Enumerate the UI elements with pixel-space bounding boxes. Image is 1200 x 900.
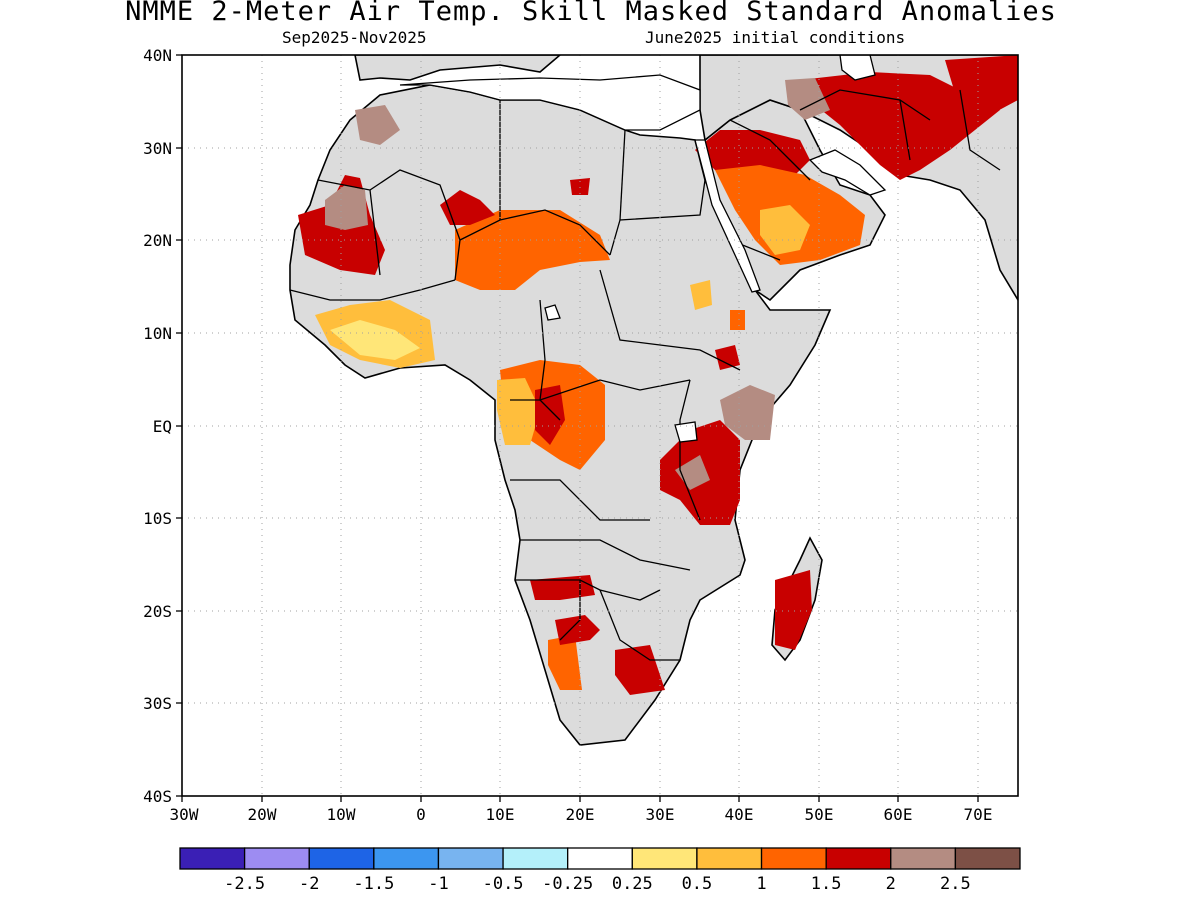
patch-westafrica-lightyellow [330,320,420,360]
europe-landmass [354,55,562,81]
colorbar-label: -2 [299,874,319,894]
patch-madagascar-red [775,570,812,650]
colorbar-swatch [825,847,892,870]
patch-libya-red [570,178,590,195]
colorbar-label: -0.25 [542,874,593,894]
colorbar-swatch [308,847,375,870]
patch-gabon-yellow [497,378,540,445]
lat-label: 20N [143,231,172,250]
initial-conditions: June2025 initial conditions [645,28,906,47]
colorbar-label: 1 [756,874,766,894]
lon-label: 50E [805,805,834,824]
colorbar-label: -0.5 [483,874,524,894]
lon-label: 60E [884,805,913,824]
lon-label: 10W [327,805,356,824]
colorbar-swatch [631,847,698,870]
lon-label: 20W [248,805,277,824]
lat-label: 40S [143,787,172,806]
anomaly-patches [298,55,1018,695]
lake-chad [544,304,561,321]
lat-label: 40N [143,46,172,65]
colorbar-label: 0.25 [612,874,653,894]
patch-pakistan-red [945,55,1018,115]
colorbar-swatch [502,847,569,870]
colorbar-label: -2.5 [224,874,265,894]
patch-mauritania-brown [325,185,368,230]
colorbar [179,847,1021,870]
lat-label: 10N [143,324,172,343]
lat-label: 30S [143,694,172,713]
colorbar-swatch [179,847,246,870]
lat-label: EQ [153,417,172,436]
patch-ethiopia-orange [730,310,745,330]
colorbar-label: 1.5 [811,874,842,894]
persian-gulf [808,149,887,196]
map-title: NMME 2-Meter Air Temp. Skill Masked Stan… [125,0,1057,27]
patch-sudan-yellow [690,280,712,310]
patch-iran-red [800,72,1000,180]
patch-namibia-orange [548,635,582,690]
tick-marks [176,54,979,802]
latitude-labels: 40N 30N 20N 10N EQ 10S 20S 30S 40S [143,46,172,806]
colorbar-swatch [567,847,633,870]
colorbar-label: 2.5 [940,874,971,894]
lat-label: 10S [143,509,172,528]
grid-lines [182,55,1018,796]
patch-kenya-brown [720,385,775,440]
lake-victoria [674,421,698,443]
patch-namibia-red [555,615,600,645]
forecast-period: Sep2025-Nov2025 [282,28,427,47]
lon-label: 40E [725,805,754,824]
patch-sahel-orange [455,210,610,290]
lon-label: 10E [486,805,515,824]
patch-congo-red [535,385,565,445]
longitude-labels: 30W 20W 10W 0 10E 20E 30E 40E 50E 60E 70… [170,805,993,824]
lon-label: 0 [416,805,426,824]
patch-arabia-yellow [760,205,810,255]
lon-label: 30W [170,805,199,824]
lat-label: 20S [143,602,172,621]
patch-nwafrica-brown [355,105,400,145]
colorbar-label: -1.5 [353,874,394,894]
colorbar-swatch [890,847,957,870]
colorbar-label: 2 [886,874,896,894]
colorbar-label: -1 [428,874,448,894]
colorbar-label: 0.5 [682,874,713,894]
caspian-sea [839,55,876,81]
patch-niger-red [440,190,495,225]
colorbar-swatch [760,847,827,870]
patch-angola-red [530,575,595,600]
red-sea [694,139,761,293]
colorbar-swatch [243,847,310,870]
patch-eastafrica-brown [675,455,710,490]
lon-label: 30E [646,805,675,824]
lon-label: 70E [964,805,993,824]
colorbar-swatch [373,847,440,870]
colorbar-swatch [954,847,1021,870]
colorbar-swatch [437,847,504,870]
lon-label: 20E [566,805,595,824]
patch-kenya-red [715,345,740,370]
colorbar-labels: -2.5 -2 -1.5 -1 -0.5 -0.25 0.25 0.5 1 1.5 2 2.5 [224,874,971,894]
mediterranean-sea [399,74,701,131]
patch-southafrica-red [615,645,665,695]
lat-label: 30N [143,139,172,158]
map-area [289,55,1018,746]
colorbar-swatch [696,847,763,870]
